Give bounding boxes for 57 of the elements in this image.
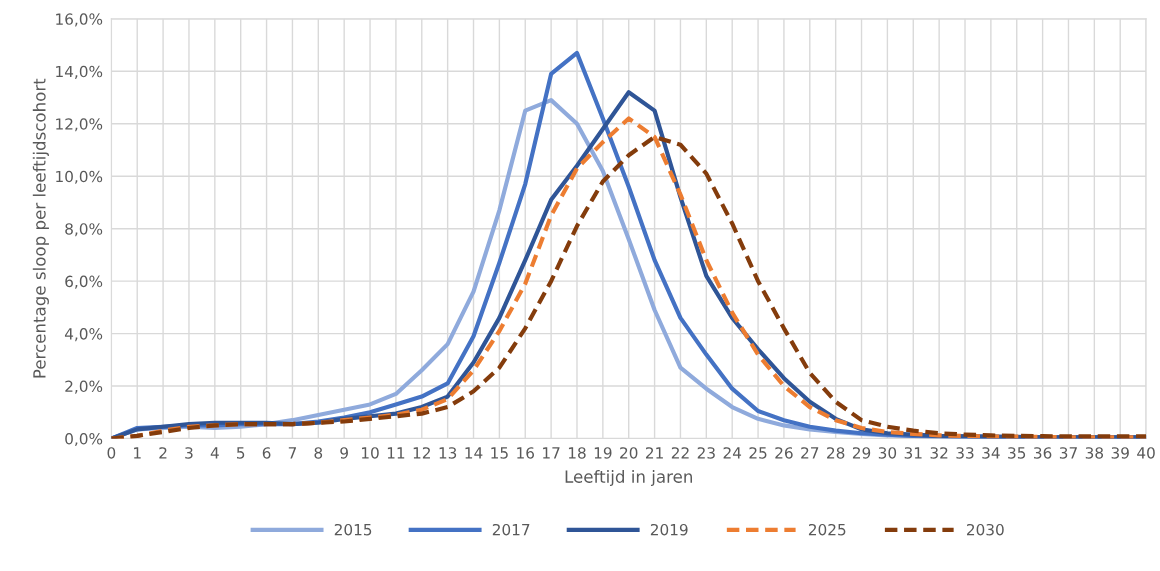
x-tick-label: 13 <box>439 447 457 459</box>
x-tick-label: 0 <box>107 447 116 459</box>
x-tick-label: 37 <box>1059 447 1077 459</box>
y-tick-label: 2,0% <box>65 380 103 394</box>
y-tick-label: 0,0% <box>65 432 103 447</box>
x-tick-label: 9 <box>340 447 348 459</box>
y-axis-title: Percentage sloop per leeftijdscohort <box>32 78 49 378</box>
y-tick-label: 4,0% <box>64 328 103 342</box>
y-tick-label: 6,0% <box>65 275 103 289</box>
x-tick-label: 17 <box>543 447 560 459</box>
x-tick-label: 20 <box>620 447 638 459</box>
x-tick-label: 24 <box>723 447 742 459</box>
legend-label: 2025 <box>808 523 846 536</box>
y-tick-label: 14,0% <box>56 65 103 79</box>
x-tick-label: 33 <box>956 447 974 459</box>
legend-label: 2017 <box>492 523 530 536</box>
x-tick-label: 6 <box>262 447 271 459</box>
x-tick-label: 29 <box>852 447 871 459</box>
x-tick-label: 31 <box>904 447 922 459</box>
y-tick-label: 10,0% <box>56 170 103 184</box>
legend-label: 2015 <box>334 523 372 536</box>
x-tick-label: 15 <box>491 447 508 459</box>
x-tick-label: 28 <box>827 447 845 459</box>
x-tick-label: 30 <box>878 447 897 459</box>
x-tick-label: 1 <box>134 447 141 459</box>
x-tick-label: 40 <box>1137 447 1155 459</box>
x-tick-label: 16 <box>517 447 535 459</box>
x-axis-title: Leeftijd in jaren <box>565 469 692 487</box>
x-tick-label: 39 <box>1111 447 1129 459</box>
x-tick-label: 26 <box>775 447 793 459</box>
y-tick-label: 8,0% <box>65 223 103 237</box>
x-tick-label: 21 <box>645 447 663 459</box>
x-tick-label: 4 <box>210 447 219 459</box>
x-tick-label: 27 <box>801 447 819 459</box>
x-tick-label: 23 <box>697 447 715 459</box>
legend-label: 2030 <box>966 523 1004 536</box>
x-tick-label: 2 <box>159 447 167 459</box>
x-tick-label: 36 <box>1034 447 1052 459</box>
y-tick-label: 16,0% <box>56 13 103 27</box>
x-tick-label: 14 <box>465 447 483 459</box>
x-tick-label: 38 <box>1085 447 1104 459</box>
x-tick-label: 18 <box>568 447 586 459</box>
x-tick-label: 19 <box>594 447 612 459</box>
x-tick-label: 12 <box>413 447 430 459</box>
x-tick-label: 5 <box>237 447 245 459</box>
x-tick-label: 11 <box>387 447 405 459</box>
legend-label: 2019 <box>650 523 688 536</box>
x-tick-label: 22 <box>671 447 689 459</box>
x-tick-label: 32 <box>930 447 948 459</box>
x-tick-label: 8 <box>314 447 323 459</box>
x-tick-label: 25 <box>749 447 767 459</box>
x-tick-label: 35 <box>1008 447 1026 459</box>
x-tick-label: 10 <box>362 447 379 459</box>
x-tick-label: 3 <box>185 447 193 459</box>
x-tick-label: 34 <box>982 447 1000 459</box>
x-tick-label: 7 <box>288 447 296 459</box>
y-tick-label: 12,0% <box>56 118 103 132</box>
